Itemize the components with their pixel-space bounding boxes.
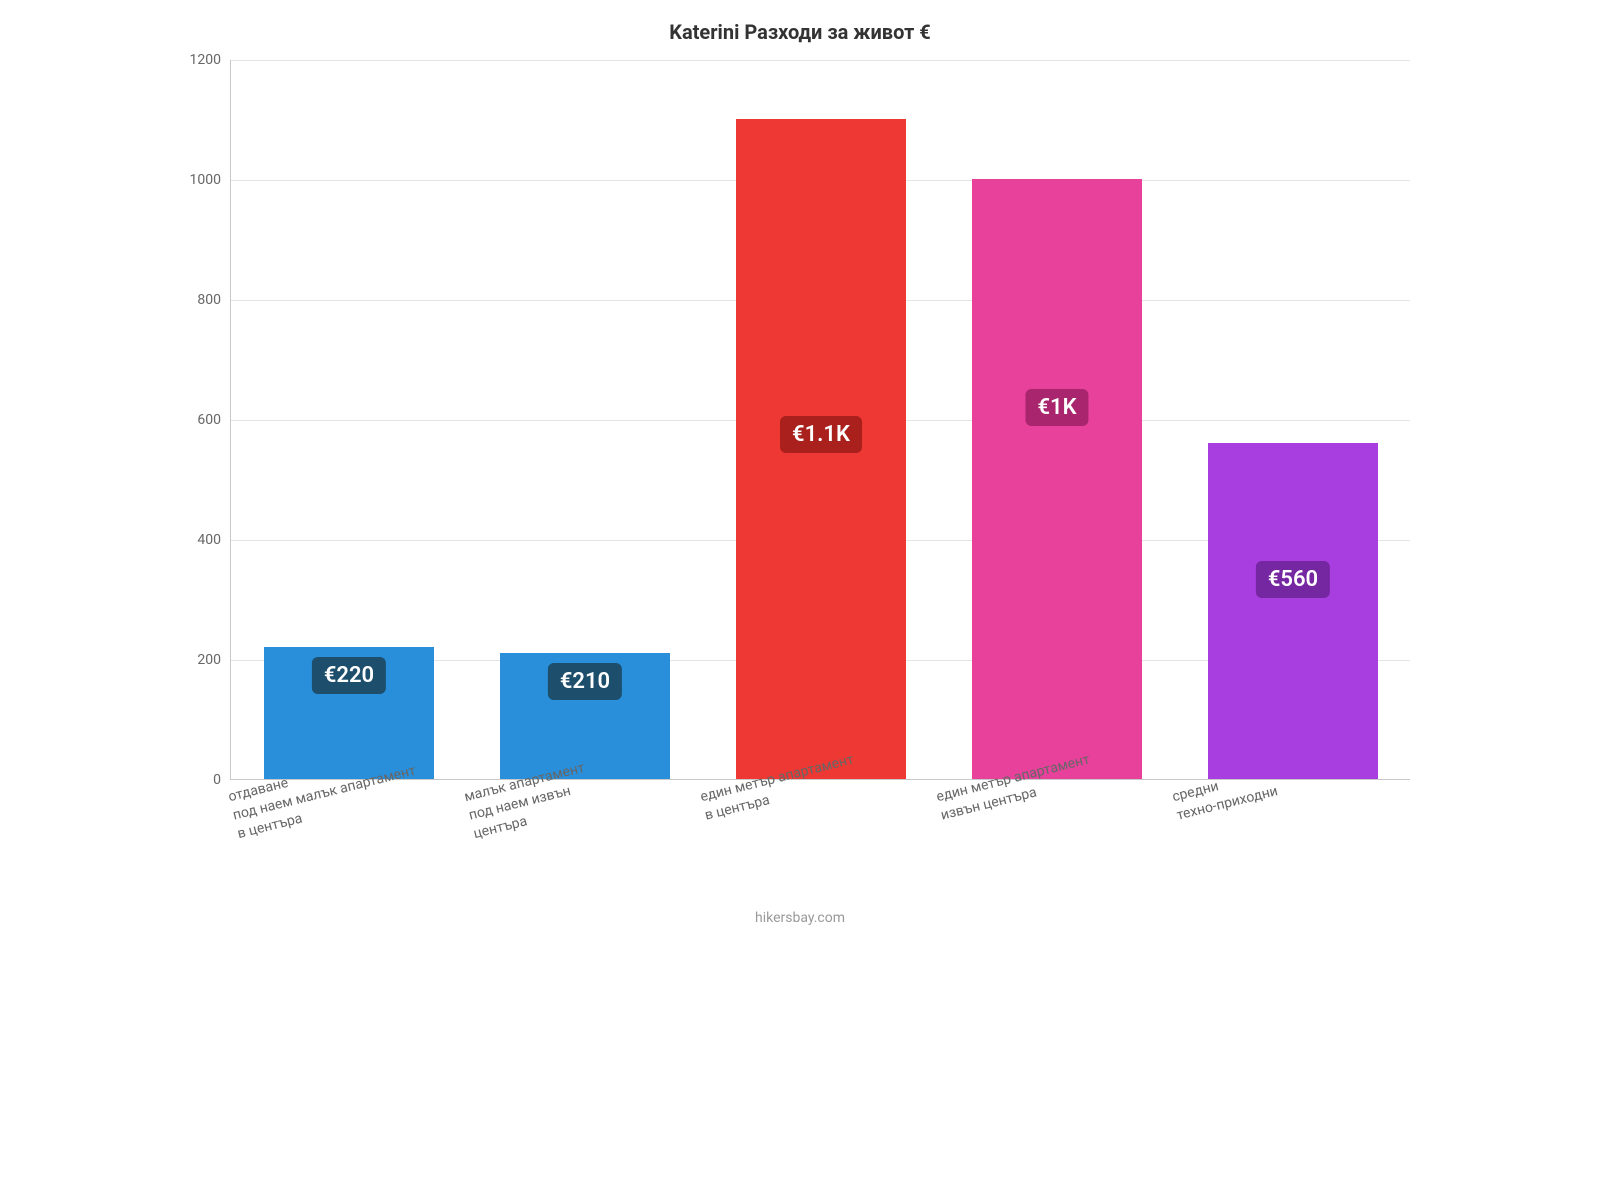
cost-of-living-chart: Katerini Разходи за живот € 020040060080… [160, 0, 1440, 960]
x-tick-label: малък апартамент под наем извън центъра [460, 749, 596, 844]
bar-value-badge: €220 [312, 657, 386, 694]
chart-source: hikersbay.com [755, 910, 845, 926]
grid-line [231, 60, 1410, 61]
y-tick-label: 800 [197, 292, 231, 308]
bar-value-badge: €210 [548, 663, 622, 700]
bar: €560 [1208, 443, 1378, 779]
bar: €1.1K [736, 119, 906, 779]
y-tick-label: 1200 [190, 52, 231, 68]
bar-value-badge: €560 [1256, 561, 1330, 598]
y-tick-label: 600 [197, 412, 231, 428]
bar: €210 [500, 653, 670, 779]
bar-value-badge: €1K [1025, 389, 1088, 426]
chart-title: Katerini Разходи за живот € [160, 20, 1440, 44]
plot-area: 020040060080010001200€220отдаване под на… [230, 60, 1410, 780]
bar: €1K [972, 179, 1142, 779]
y-tick-label: 1000 [190, 172, 231, 188]
bar-value-badge: €1.1K [780, 416, 862, 453]
x-tick-label: средни техно-приходни [1168, 754, 1280, 825]
y-tick-label: 200 [197, 652, 231, 668]
y-tick-label: 400 [197, 532, 231, 548]
